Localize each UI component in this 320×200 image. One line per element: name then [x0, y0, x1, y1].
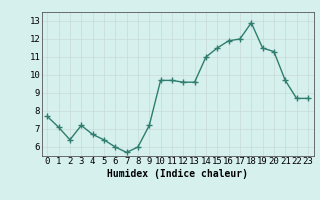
X-axis label: Humidex (Indice chaleur): Humidex (Indice chaleur): [107, 169, 248, 179]
